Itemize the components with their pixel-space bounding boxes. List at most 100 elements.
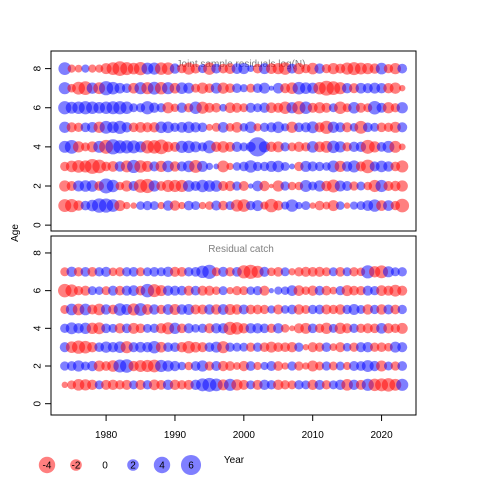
legend-label: -2 — [72, 461, 81, 472]
residual-bubble — [66, 122, 77, 133]
residual-bubble — [329, 286, 338, 295]
residual-bubble — [60, 361, 70, 371]
residual-bubble — [288, 268, 296, 276]
residual-bubble — [106, 179, 120, 193]
residual-bubble — [348, 303, 360, 315]
residual-bubble — [238, 379, 249, 390]
residual-bubble — [237, 199, 251, 212]
residual-bubble — [395, 198, 410, 213]
residual-bubble — [231, 141, 243, 153]
residual-bubble — [342, 267, 352, 277]
residual-bubble — [383, 200, 394, 211]
residual-bubble — [246, 380, 256, 390]
residual-bubble — [163, 342, 173, 353]
residual-bubble — [273, 323, 284, 334]
residual-bubble — [389, 62, 401, 75]
residual-bubble — [349, 360, 360, 372]
residual-bubble — [294, 380, 304, 390]
residual-bubble — [136, 267, 146, 277]
residual-bubble — [73, 122, 84, 132]
residual-bubble — [100, 304, 112, 315]
residual-bubble — [259, 323, 270, 334]
residual-bubble — [80, 266, 91, 277]
residual-bubble — [382, 266, 394, 278]
residual-bubble — [260, 361, 269, 371]
residual-bubble — [58, 62, 72, 75]
residual-bubble — [355, 102, 366, 113]
residual-bubble — [341, 285, 353, 297]
residual-bubble — [314, 161, 325, 172]
residual-bubble — [397, 361, 408, 371]
residual-bubble — [267, 267, 276, 277]
residual-bubble — [130, 202, 137, 209]
residual-bubble — [88, 64, 97, 73]
residual-bubble — [73, 200, 84, 211]
residual-bubble — [252, 323, 263, 334]
residual-bubble — [335, 266, 346, 277]
residual-bubble — [177, 285, 187, 296]
residual-bubble — [218, 286, 228, 296]
residual-bubble — [370, 122, 380, 132]
residual-bubble — [342, 342, 352, 352]
residual-bubble — [81, 64, 90, 73]
residual-bubble — [382, 102, 395, 114]
residual-bubble — [72, 360, 85, 372]
residual-bubble — [252, 285, 263, 296]
residual-bubble — [280, 161, 290, 171]
residual-bubble — [300, 322, 312, 334]
residual-bubble — [295, 201, 303, 210]
residual-bubble — [226, 286, 234, 295]
residual-bubble — [65, 284, 78, 297]
residual-bubble — [321, 102, 332, 113]
residual-bubble — [342, 180, 353, 192]
residual-bubble — [232, 181, 242, 191]
residual-bubble — [183, 200, 194, 211]
residual-bubble — [314, 304, 325, 315]
residual-bubble — [239, 103, 249, 113]
residual-bubble — [293, 304, 305, 315]
residual-bubble — [349, 201, 359, 210]
residual-bubble — [349, 285, 359, 296]
residual-bubble — [191, 324, 200, 333]
residual-bubble — [248, 183, 254, 189]
residual-bubble — [396, 102, 408, 114]
residual-bubble — [204, 102, 215, 113]
residual-bubble — [149, 102, 160, 113]
residual-bubble — [94, 286, 104, 295]
residual-bubble — [266, 360, 277, 372]
legend-bubble — [70, 459, 82, 471]
residual-bubble — [177, 380, 187, 390]
residual-bubble — [233, 362, 241, 370]
residual-bubble — [281, 362, 289, 370]
residual-bubble — [58, 82, 71, 95]
residual-bubble — [86, 180, 99, 192]
residual-bubble — [115, 267, 125, 277]
legend-bubble — [153, 456, 171, 474]
residual-bubble — [285, 199, 299, 212]
residual-bubble — [314, 285, 325, 296]
residual-bubble — [252, 304, 263, 315]
y-tick-label: 2 — [33, 363, 44, 369]
residual-bubble — [128, 322, 140, 334]
residual-bubble — [178, 201, 186, 210]
residual-bubble — [302, 343, 309, 351]
residual-bubble — [314, 63, 325, 74]
residual-bubble — [211, 200, 222, 211]
residual-bubble — [294, 361, 304, 371]
residual-bubble — [321, 267, 331, 277]
residual-bubble — [114, 323, 126, 334]
residual-bubble — [259, 122, 270, 132]
residual-bubble — [399, 84, 406, 92]
residual-bubble — [142, 323, 152, 333]
residual-bubble — [293, 141, 305, 153]
residual-bubble — [211, 267, 221, 277]
residual-bubble — [202, 264, 217, 279]
residual-bubble — [218, 266, 229, 277]
residual-bubble — [72, 141, 85, 153]
residual-bubble — [375, 62, 388, 75]
residual-bubble — [244, 160, 257, 173]
residual-bubble — [205, 201, 214, 210]
residual-bubble — [280, 267, 290, 277]
residual-bubble — [349, 267, 359, 277]
